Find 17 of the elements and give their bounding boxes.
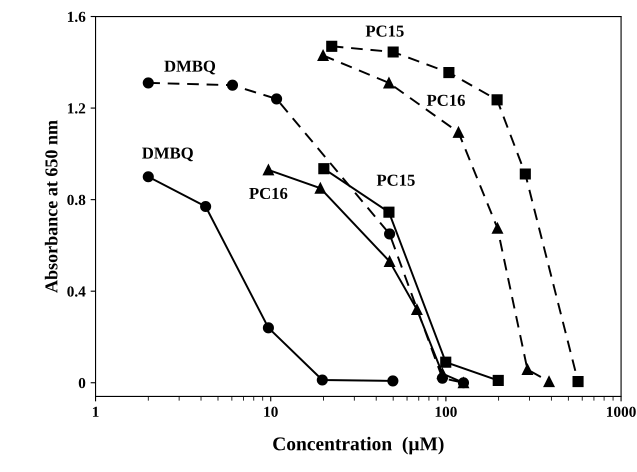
y-axis-title: Absorbance at 650 nm [44,120,58,293]
series-label: PC16 [426,94,465,106]
x-tick-label: 100 [436,406,457,417]
series-label: PC15 [366,26,404,37]
series-label: DMBQ [164,60,216,74]
x-axis-title: Concentration (µM) [273,436,444,454]
y-tick-label: 0.8 [67,194,86,206]
y-tick-label: 0 [78,378,86,388]
x-tick-label: 1 [92,406,99,417]
x-tick-label: 10 [264,406,278,417]
series-label: PC15 [376,174,415,186]
x-tick-label: 1000 [607,406,636,417]
y-tick-label: 1.6 [68,12,86,22]
series-label: DMBQ [142,147,193,162]
y-tick-label: 1.2 [68,103,86,114]
series-label: PC16 [249,188,288,200]
y-tick-label: 0.4 [67,286,86,297]
